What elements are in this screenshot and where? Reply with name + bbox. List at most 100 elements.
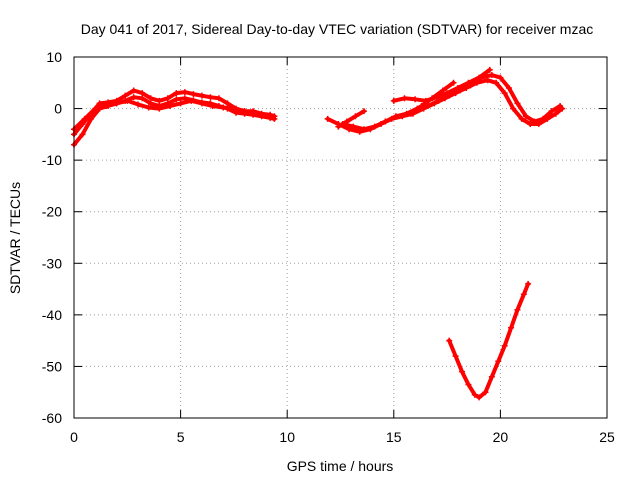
data-point: [435, 97, 442, 104]
data-point: [198, 92, 205, 99]
data-point: [156, 97, 163, 104]
x-tick-label: 25: [599, 429, 615, 445]
data-point: [382, 118, 389, 125]
data-point: [482, 389, 489, 396]
data-point: [230, 105, 237, 112]
data-point: [557, 102, 564, 109]
data-point: [324, 115, 331, 122]
data-point: [92, 105, 99, 112]
data-point: [156, 105, 163, 112]
data-point: [493, 79, 500, 86]
data-point: [471, 391, 478, 398]
data-point: [173, 96, 180, 103]
data-point: [173, 90, 180, 97]
plot-frame: [73, 56, 608, 419]
data-point: [207, 94, 214, 101]
data-point: [139, 90, 146, 97]
data-point: [145, 104, 152, 111]
data-point: [122, 92, 129, 99]
data-point: [418, 102, 425, 109]
data-point: [271, 115, 278, 122]
data-point: [81, 115, 88, 122]
data-point: [514, 100, 521, 107]
data-point: [484, 77, 491, 84]
data-point: [360, 126, 367, 133]
data-point: [130, 94, 137, 101]
data-point: [209, 102, 216, 109]
data-point: [96, 100, 103, 107]
data-point: [495, 358, 502, 365]
grid: [74, 57, 607, 418]
data-point: [198, 100, 205, 107]
data-point: [520, 291, 527, 298]
data-point: [465, 79, 472, 86]
series-line-track-2e: [336, 109, 366, 129]
data-point: [371, 123, 378, 130]
y-tick-label: -30: [42, 255, 62, 271]
x-tick-label: 15: [386, 429, 402, 445]
data-point: [429, 95, 436, 102]
data-point: [540, 115, 547, 122]
data-point: [465, 381, 472, 388]
data-point: [267, 114, 274, 121]
data-point: [531, 118, 538, 125]
axis-ticks: 0 5 10 15 20 25 10 0 -10 -20 -30 -40 -50 -60: [42, 49, 615, 445]
series-line-track-2c: [391, 67, 492, 103]
data-point: [181, 89, 188, 96]
data-point: [220, 104, 227, 111]
data-point: [514, 306, 521, 313]
data-point: [552, 110, 559, 117]
data-point: [390, 97, 397, 104]
data-point: [401, 95, 408, 102]
data-point: [241, 108, 248, 115]
data-point: [486, 66, 493, 73]
data-point: [522, 113, 529, 120]
data-point: [102, 102, 109, 109]
x-tick-label: 10: [279, 429, 295, 445]
data-point: [215, 95, 222, 102]
data-point: [130, 87, 137, 94]
y-tick-label: 0: [54, 101, 62, 117]
data-point: [224, 100, 231, 107]
data-point: [166, 102, 173, 109]
data-point: [124, 97, 131, 104]
data-point: [335, 123, 342, 130]
data-point: [343, 118, 350, 125]
y-tick-label: -40: [42, 307, 62, 323]
data-point: [113, 100, 120, 107]
data-point: [488, 373, 495, 380]
y-axis-label: SDTVAR / TECUs: [7, 182, 23, 294]
data-point: [501, 90, 508, 97]
data-point: [459, 368, 466, 375]
data-point: [548, 108, 555, 115]
data-point: [407, 110, 414, 117]
series-line-track-3: [447, 281, 531, 400]
data-point: [505, 84, 512, 91]
data-point: [525, 280, 532, 287]
data-point: [250, 111, 257, 118]
data-point: [488, 72, 495, 79]
data-point: [147, 100, 154, 107]
y-tick-label: -60: [42, 410, 62, 426]
data-point: [88, 115, 95, 122]
data-point: [452, 353, 459, 360]
data-point: [350, 123, 357, 130]
data-point: [510, 105, 517, 112]
x-axis-label: GPS time / hours: [287, 458, 394, 474]
data-point: [177, 100, 184, 107]
data-point: [190, 91, 197, 98]
y-tick-label: -50: [42, 358, 62, 374]
data-point: [164, 95, 171, 102]
data-point: [424, 102, 431, 109]
data-point: [476, 394, 483, 401]
data-point: [439, 87, 446, 94]
data-marks: [71, 66, 566, 401]
data-point: [352, 113, 359, 120]
data-point: [497, 74, 504, 81]
x-tick-label: 20: [493, 429, 509, 445]
data-point: [476, 74, 483, 81]
data-point: [147, 95, 154, 102]
data-point: [79, 131, 86, 138]
